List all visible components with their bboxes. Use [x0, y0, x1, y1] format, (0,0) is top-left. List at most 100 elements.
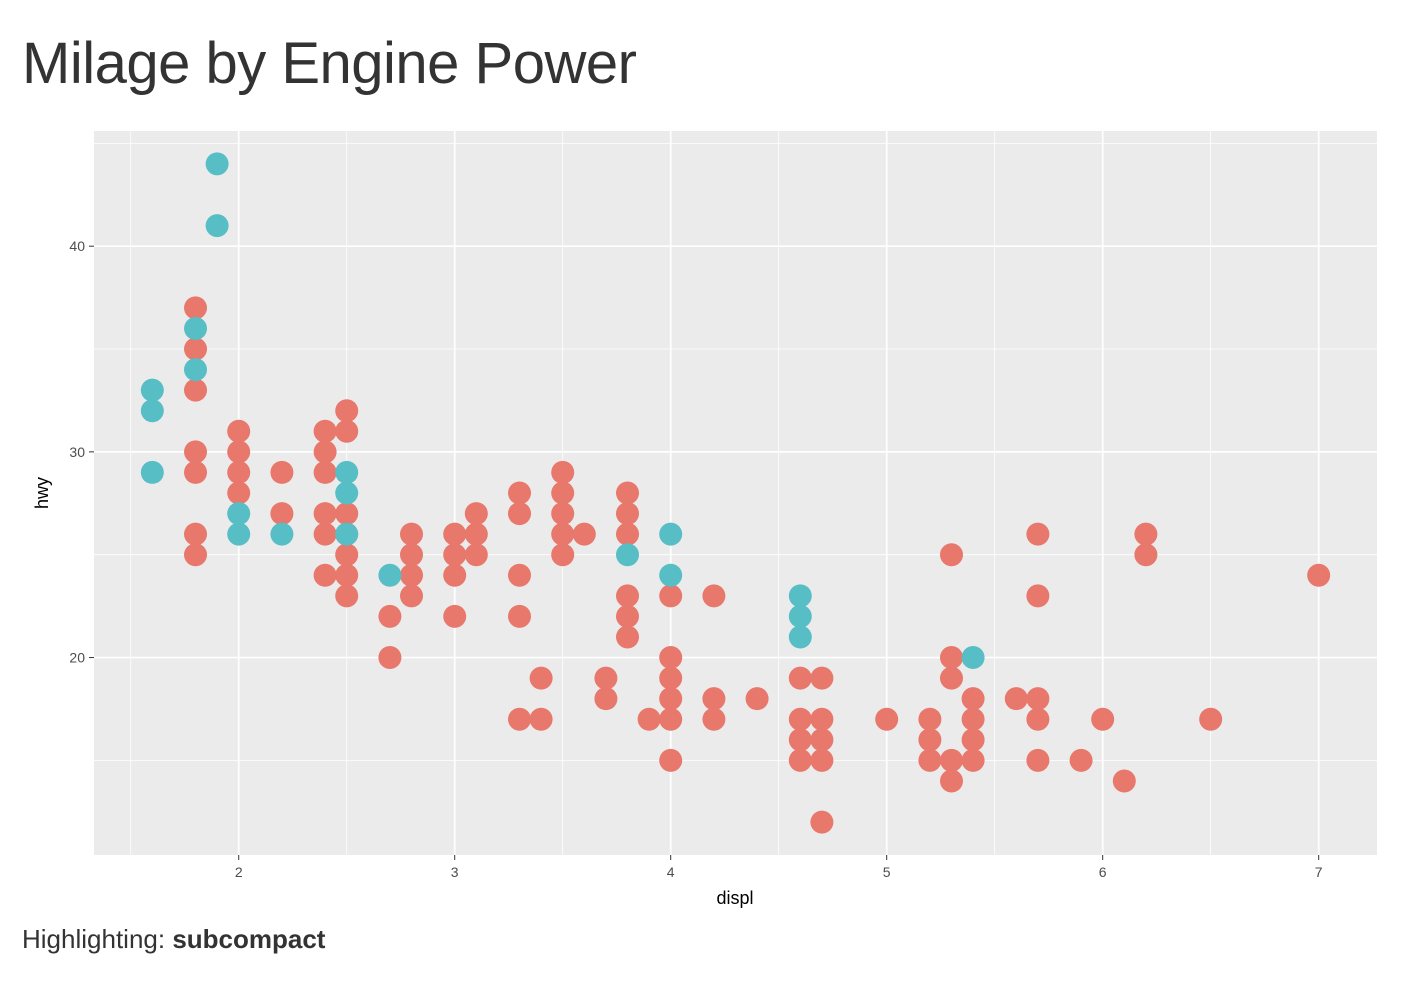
data-point-other — [313, 460, 337, 484]
data-point-other — [961, 687, 985, 711]
data-point-other — [1307, 563, 1331, 587]
data-point-highlight — [788, 625, 812, 649]
data-point-other — [464, 502, 488, 526]
data-point-highlight — [227, 502, 251, 526]
data-point-other — [616, 584, 640, 608]
data-point-highlight — [378, 563, 402, 587]
data-point-other — [335, 419, 359, 443]
data-point-highlight — [227, 522, 251, 546]
x-tick-label: 5 — [883, 864, 891, 880]
data-point-other — [184, 337, 208, 361]
highlight-caption: Highlighting: subcompact — [22, 924, 325, 955]
data-point-other — [810, 666, 834, 690]
data-point-other — [443, 604, 467, 628]
data-point-other — [788, 707, 812, 731]
data-point-other — [961, 707, 985, 731]
data-point-other — [184, 522, 208, 546]
data-point-other — [659, 707, 683, 731]
highlight-caption-label: Highlighting: — [22, 924, 173, 954]
data-point-other — [1069, 748, 1093, 772]
data-point-other — [508, 604, 532, 628]
data-point-other — [1026, 584, 1050, 608]
data-point-other — [659, 748, 683, 772]
data-point-highlight — [270, 522, 294, 546]
data-point-other — [313, 502, 337, 526]
data-point-highlight — [205, 152, 229, 176]
data-point-highlight — [205, 214, 229, 238]
data-point-other — [335, 399, 359, 423]
data-point-other — [508, 563, 532, 587]
x-axis-title: displ — [716, 888, 753, 908]
data-point-other — [810, 707, 834, 731]
data-point-other — [227, 419, 251, 443]
data-point-other — [810, 810, 834, 834]
data-point-other — [400, 543, 424, 567]
data-point-other — [551, 522, 575, 546]
data-point-other — [529, 666, 553, 690]
data-point-highlight — [335, 481, 359, 505]
data-point-other — [616, 481, 640, 505]
y-tick-label: 30 — [69, 444, 85, 460]
data-point-other — [659, 666, 683, 690]
data-point-other — [810, 728, 834, 752]
data-point-other — [184, 460, 208, 484]
data-point-other — [313, 419, 337, 443]
y-tick-label: 20 — [69, 650, 85, 666]
data-point-highlight — [659, 563, 683, 587]
data-point-other — [313, 563, 337, 587]
data-point-highlight — [140, 460, 164, 484]
data-point-other — [529, 707, 553, 731]
data-point-highlight — [788, 584, 812, 608]
data-point-other — [939, 748, 963, 772]
data-point-other — [400, 522, 424, 546]
data-point-other — [443, 543, 467, 567]
data-point-other — [270, 502, 294, 526]
y-axis-title: hwy — [32, 477, 52, 509]
data-point-other — [745, 687, 769, 711]
x-tick-label: 2 — [235, 864, 243, 880]
data-point-other — [270, 460, 294, 484]
data-point-highlight — [335, 460, 359, 484]
data-point-other — [227, 460, 251, 484]
data-point-other — [551, 543, 575, 567]
data-point-highlight — [140, 378, 164, 402]
data-point-other — [184, 440, 208, 464]
y-axis: 20 30 40 — [69, 238, 94, 666]
data-point-highlight — [335, 522, 359, 546]
data-point-highlight — [961, 646, 985, 670]
data-point-other — [939, 543, 963, 567]
data-point-other — [335, 563, 359, 587]
data-point-highlight — [616, 543, 640, 567]
data-point-other — [659, 584, 683, 608]
data-point-highlight — [184, 316, 208, 340]
points-highlight — [140, 152, 985, 670]
data-point-other — [918, 748, 942, 772]
data-point-other — [637, 707, 661, 731]
data-point-other — [443, 522, 467, 546]
data-point-other — [335, 502, 359, 526]
plot-panel — [94, 131, 1377, 855]
page-title: Milage by Engine Power — [22, 31, 637, 96]
data-point-other — [1026, 748, 1050, 772]
data-point-other — [939, 769, 963, 793]
data-point-other — [1004, 687, 1028, 711]
data-point-other — [313, 522, 337, 546]
data-point-other — [551, 460, 575, 484]
data-point-other — [400, 584, 424, 608]
data-point-other — [227, 440, 251, 464]
data-point-other — [875, 707, 899, 731]
data-point-other — [508, 707, 532, 731]
data-point-other — [227, 481, 251, 505]
data-point-highlight — [184, 358, 208, 382]
data-point-other — [594, 666, 618, 690]
data-point-other — [918, 707, 942, 731]
data-point-other — [918, 728, 942, 752]
x-axis: 2 3 4 5 6 7 — [235, 855, 1323, 880]
x-tick-label: 7 — [1315, 864, 1323, 880]
data-point-other — [400, 563, 424, 587]
data-point-other — [464, 543, 488, 567]
points-other — [184, 296, 1331, 834]
data-point-other — [939, 666, 963, 690]
data-point-other — [961, 748, 985, 772]
